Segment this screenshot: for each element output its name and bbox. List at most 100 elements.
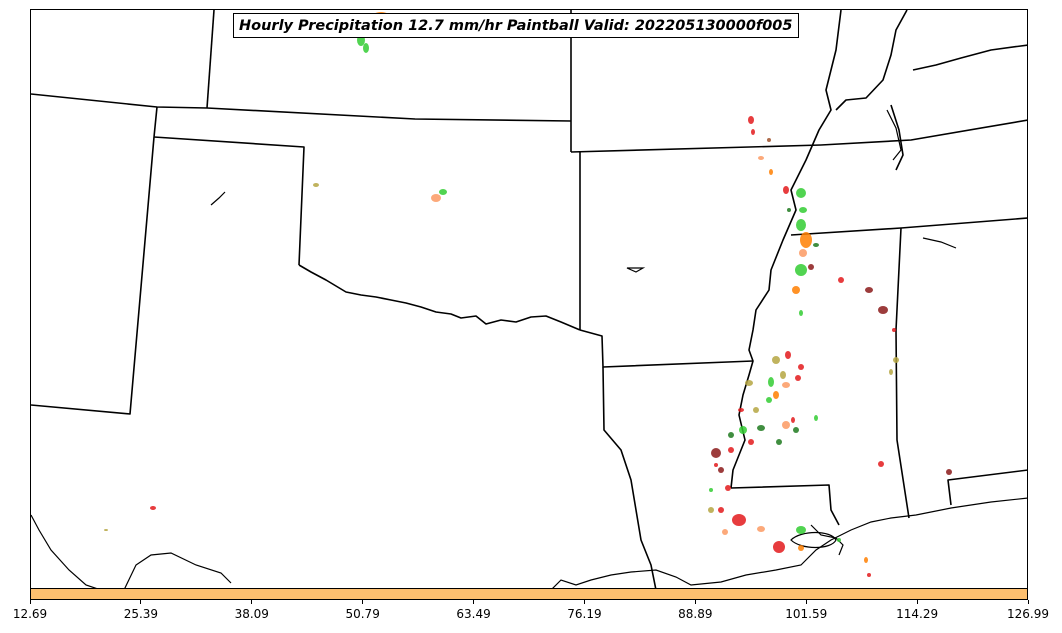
precip-blob [732,514,746,526]
precip-blob [782,382,790,388]
precip-blob [795,264,807,276]
lake-mi-small [886,109,902,161]
precip-blob [792,286,800,294]
map-frame [30,9,1028,589]
precip-blob [767,138,771,142]
precip-blob [431,194,441,202]
precip-blob [889,369,893,375]
precip-blob [798,545,804,551]
state-line-ne-co [31,93,572,122]
state-line-ok-tx-red-river [298,264,581,331]
precip-blob [867,573,871,577]
precip-blob [748,439,754,445]
precip-blob [796,219,806,231]
colorbar-tick [251,600,253,604]
colorbar-tick [29,600,31,604]
precip-blob [796,188,806,198]
state-line-tn-south [790,217,1027,236]
precip-blob [753,407,759,413]
colorbar-tick-label: 50.79 [345,607,380,621]
precip-blob [773,391,779,399]
colorbar-tick-label: 63.49 [456,607,491,621]
colorbar-tick [140,600,142,604]
state-line-ms-al [895,227,910,519]
precip-blob [776,439,782,445]
precip-blob [757,526,765,532]
precip-blob [808,264,814,270]
precip-blob [725,485,731,491]
state-line-co-ks [206,10,215,109]
precip-blob [728,432,734,438]
small-lake-co [210,191,226,206]
colorbar-tick-label: 101.59 [785,607,828,621]
precip-blob [439,189,447,195]
coastline [31,109,1027,588]
precip-blob [787,208,791,212]
state-borders [31,10,1027,588]
gulf-coast-texas [31,514,97,588]
precip-blob [757,425,765,431]
precip-blob [739,426,747,434]
gulf-coast-south-texas [124,552,232,588]
mississippi-river [730,10,842,489]
precip-blob [722,529,728,535]
precip-blob [865,287,873,293]
colorbar-tick-label: 25.39 [123,607,159,621]
colorbar-tick [473,600,475,604]
lake-tn [922,237,957,249]
state-line-nm-co [153,136,305,266]
precip-blob [892,328,896,332]
colorbar-tick-label: 114.29 [896,607,939,621]
precip-blob [838,277,844,283]
precip-blob [864,557,868,563]
precip-blob [785,351,791,359]
precip-blob [748,116,754,124]
precip-blob [798,364,804,370]
precip-blob [728,447,734,453]
precip-blob [766,397,772,403]
precip-blob [150,506,156,510]
precip-blob [799,310,803,316]
precip-blob [745,380,753,386]
state-line-ky-tn [820,119,1027,146]
precip-blob [878,461,884,467]
precip-blob [780,371,786,379]
state-line-nm-north [153,106,158,138]
precip-blob [714,463,718,467]
precip-blob [837,538,841,542]
colorbar-tick-label: 12.69 [12,607,48,621]
precip-blob [796,526,806,534]
colorbar [30,588,1028,600]
precipitation-blobs [104,12,952,577]
colorbar-tick [916,600,918,604]
precip-blob [800,232,812,248]
colorbar-tick [583,600,585,604]
precip-blob [783,186,789,194]
state-line-mo-ar [570,144,822,153]
precip-blob [814,415,818,421]
precip-blob [946,469,952,475]
precip-blob [795,375,801,381]
mobile-bay [810,524,844,556]
state-line-nm-tx-west [31,136,155,415]
precip-blob [738,408,744,412]
precip-blob [711,448,721,458]
precip-blob [782,421,790,429]
precip-blob [718,467,724,473]
illinois-river [890,104,904,171]
precip-blob [708,507,714,513]
precip-blob [718,507,724,513]
colorbar-tick [362,600,364,604]
colorbar-tick [1027,600,1029,604]
precip-blob [772,356,780,364]
lake-shore-east [912,44,1027,71]
precip-blob [878,306,888,314]
colorbar-tick [694,600,696,604]
precip-blob [791,417,795,423]
precip-blob [104,529,108,531]
precip-blob [793,427,799,433]
state-line-tx-la [602,366,657,588]
gulf-coast-louisiana [552,497,1027,588]
precip-blob [799,207,807,213]
precip-blob [769,169,773,175]
